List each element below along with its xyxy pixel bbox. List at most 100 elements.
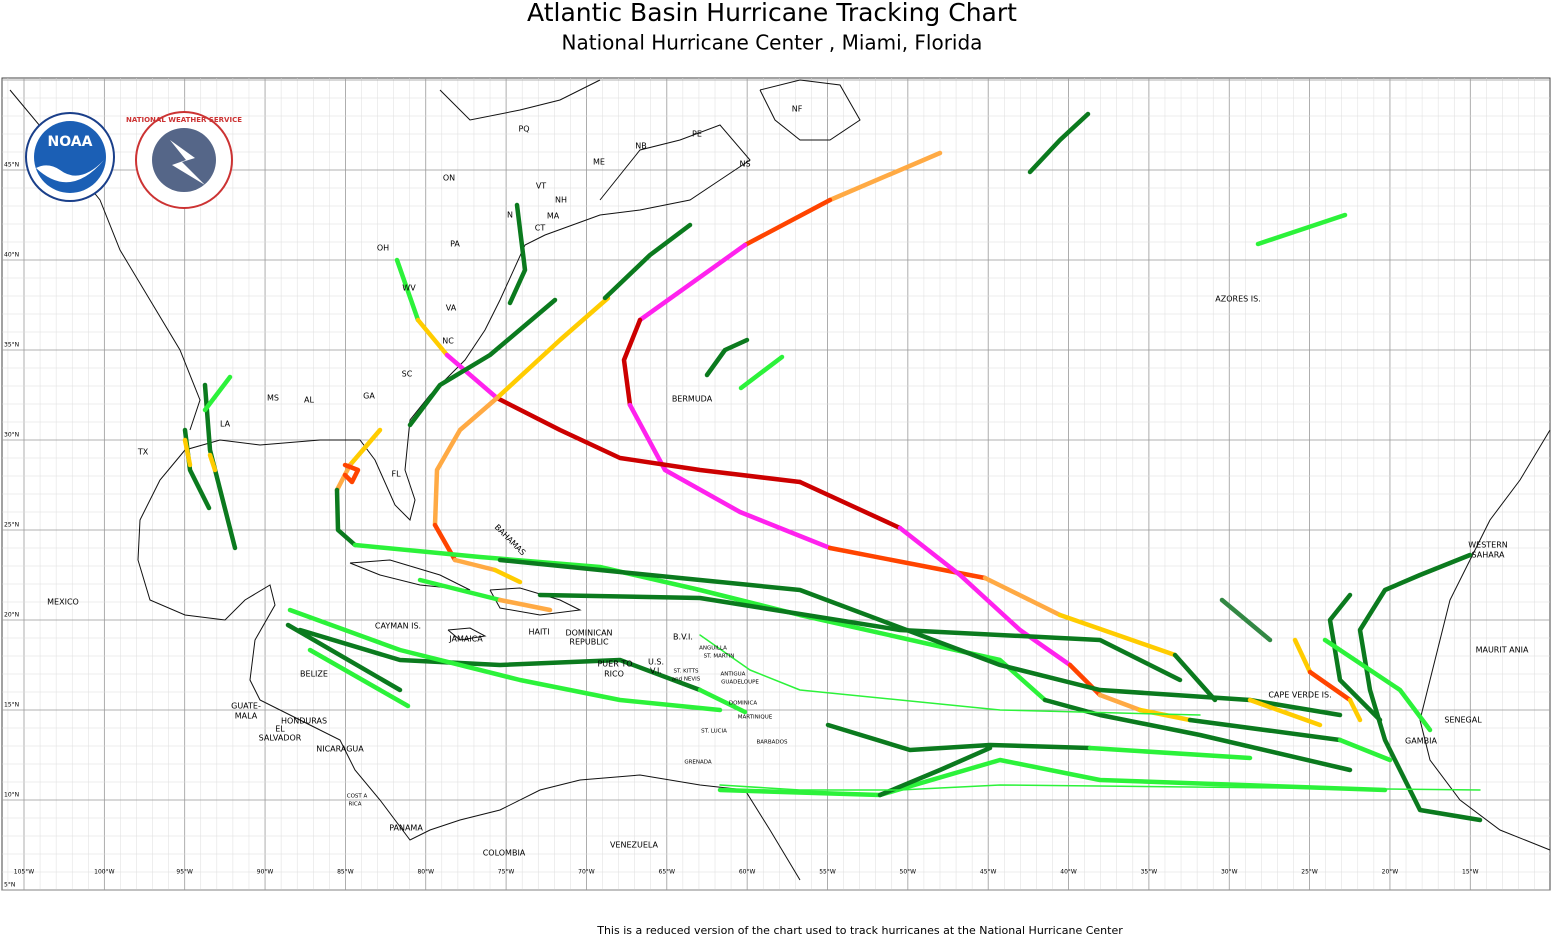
place-label: HAITI bbox=[528, 628, 549, 637]
place-label: and NEVIS bbox=[672, 677, 701, 683]
place-label: ME bbox=[593, 158, 605, 167]
place-label: BERMUDA bbox=[672, 395, 713, 404]
track-segment bbox=[602, 222, 693, 301]
place-label: HONDURAS bbox=[281, 717, 327, 726]
place-label: MS bbox=[267, 394, 279, 403]
place-label: NF bbox=[792, 105, 803, 114]
track-segment bbox=[1247, 697, 1323, 728]
place-label: ANGUILLA bbox=[699, 646, 727, 652]
track-segment bbox=[797, 479, 903, 531]
place-label: DOMINICAN bbox=[565, 629, 612, 638]
track-segment bbox=[202, 382, 238, 551]
place-label: COLOMBIA bbox=[483, 849, 526, 858]
place-label: SALVADOR bbox=[259, 734, 302, 743]
track-segment bbox=[637, 242, 748, 323]
longitude-label: 55°W bbox=[819, 869, 836, 876]
place-label: SAHARA bbox=[1472, 551, 1505, 560]
place-label: GUATE- bbox=[231, 702, 261, 711]
track-segment bbox=[432, 395, 500, 528]
place-label: N bbox=[507, 211, 513, 220]
place-label: MEXICO bbox=[47, 598, 79, 607]
track-segment bbox=[497, 597, 553, 613]
noaa-logo: NOAA bbox=[25, 112, 115, 202]
longitude-label: 15°W bbox=[1462, 869, 1479, 876]
track-segment bbox=[285, 622, 403, 693]
track-segment bbox=[297, 627, 703, 693]
track-segment bbox=[697, 687, 748, 715]
title: Atlantic Basin Hurricane Tracking Chart bbox=[527, 0, 1017, 27]
place-label: WESTERN bbox=[1468, 541, 1508, 550]
track-segment bbox=[334, 462, 353, 493]
track-segment bbox=[738, 354, 785, 391]
track-segment bbox=[1087, 745, 1253, 761]
place-label: GUADELOUPE bbox=[721, 680, 759, 686]
track-segment bbox=[699, 634, 1201, 716]
place-label: ANTIGUA bbox=[721, 672, 746, 678]
track-segment bbox=[1172, 652, 1218, 703]
longitude-label: 70°W bbox=[578, 869, 595, 876]
nws-text: NATIONAL WEATHER SERVICE bbox=[126, 116, 242, 124]
place-label: SENEGAL bbox=[1444, 716, 1482, 725]
latitude-label: 40°N bbox=[4, 252, 19, 259]
place-label: MARTINIQUE bbox=[738, 715, 773, 721]
track-segment bbox=[742, 197, 833, 248]
latitude-label: 5°N bbox=[4, 882, 15, 889]
place-label: NS bbox=[739, 160, 750, 169]
place-label: NB bbox=[635, 142, 646, 151]
longitude-label: 60°W bbox=[739, 869, 756, 876]
place-label: ST. LUCIA bbox=[701, 729, 727, 735]
latitude-label: 25°N bbox=[4, 522, 19, 529]
place-label: GRENADA bbox=[684, 760, 712, 766]
place-label: NC bbox=[442, 337, 454, 346]
track-segment bbox=[1322, 637, 1433, 733]
place-label: MA bbox=[547, 212, 560, 221]
place-label: U.S. bbox=[648, 658, 664, 667]
track-segment bbox=[202, 374, 233, 413]
longitude-label: 45°W bbox=[980, 869, 997, 876]
longitude-label: 100°W bbox=[94, 869, 114, 876]
track-segment bbox=[492, 567, 523, 585]
place-label: LA bbox=[220, 420, 231, 429]
track-segment bbox=[1187, 717, 1343, 743]
track-segment bbox=[621, 317, 643, 408]
place-label: CAPE VERDE IS. bbox=[1268, 691, 1331, 700]
place-label: GAMBIA bbox=[1405, 737, 1437, 746]
noaa-text: NOAA bbox=[48, 134, 93, 150]
place-label: WV bbox=[402, 284, 416, 293]
place-label: AZORES IS. bbox=[1215, 295, 1260, 304]
track-segment bbox=[1219, 597, 1273, 643]
place-label: MALA bbox=[235, 712, 258, 721]
track-segment bbox=[444, 352, 500, 401]
longitude-label: 80°W bbox=[417, 869, 434, 876]
track-segment bbox=[825, 722, 1093, 753]
track-segment bbox=[182, 427, 212, 511]
place-label: SC bbox=[402, 370, 413, 379]
longitude-label: 35°W bbox=[1141, 869, 1158, 876]
track-segment bbox=[417, 577, 503, 603]
place-label: GA bbox=[363, 392, 375, 401]
latitude-label: 30°N bbox=[4, 432, 19, 439]
track-segment bbox=[877, 745, 993, 798]
place-label: RICO bbox=[604, 670, 624, 679]
latitude-label: 35°N bbox=[4, 342, 19, 349]
place-label: VA bbox=[446, 304, 457, 313]
place-label: PA bbox=[450, 240, 460, 249]
place-label: ON bbox=[443, 174, 455, 183]
track-segment bbox=[494, 295, 611, 401]
track-segment bbox=[452, 557, 498, 573]
track-segment bbox=[494, 395, 803, 485]
track-segment bbox=[1337, 737, 1393, 763]
storm-tracks bbox=[182, 111, 1483, 823]
track-segment bbox=[407, 297, 558, 428]
place-label: BARBADOS bbox=[757, 740, 788, 746]
track-segment bbox=[1027, 111, 1091, 175]
track-segment bbox=[307, 647, 411, 709]
track-segment bbox=[704, 337, 750, 378]
longitude-label: 65°W bbox=[659, 869, 676, 876]
track-segment bbox=[394, 257, 421, 323]
place-label: RICA bbox=[348, 802, 361, 808]
place-label: OH bbox=[377, 244, 389, 253]
place-label: BELIZE bbox=[300, 670, 328, 679]
track-segment bbox=[1042, 697, 1353, 773]
